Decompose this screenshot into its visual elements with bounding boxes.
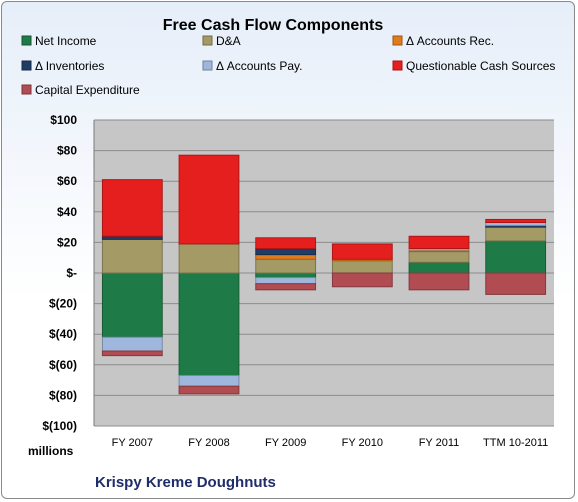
bar-segment	[331, 272, 393, 288]
y-tick-label: $20	[57, 235, 77, 249]
y-tick-label: $100	[50, 113, 77, 127]
y-tick-label: $-	[66, 266, 77, 280]
legend-swatch	[21, 84, 32, 95]
bar-segment	[485, 240, 547, 274]
legend-label: D&A	[216, 34, 241, 48]
x-axis: FY 2007 FY 2008 FY 2009 FY 2010 FY 2011 TTM 1…	[112, 437, 549, 449]
bar-segment	[255, 272, 317, 279]
legend: Net Income D&A Δ Accounts Rec. Δ Inventorie…	[21, 34, 555, 97]
legend-item: Capital Expenditure	[21, 83, 140, 97]
legend-item: Δ Accounts Pay.	[202, 59, 303, 73]
legend-label: Capital Expenditure	[35, 83, 140, 97]
bar-segment	[255, 258, 317, 274]
bar-segment	[101, 336, 163, 352]
legend-swatch	[392, 60, 403, 71]
legend-item: Δ Inventories	[21, 59, 104, 73]
bar-segment	[485, 218, 547, 224]
bar-segment	[178, 375, 240, 387]
bar-segment	[255, 277, 317, 285]
legend-swatch	[21, 60, 32, 71]
bar-segment	[101, 179, 163, 237]
bar-segment	[408, 235, 470, 250]
bar-segment	[178, 154, 240, 245]
x-tick-label: FY 2008	[188, 437, 229, 449]
units-label: millions	[28, 444, 74, 458]
bar-segment	[331, 260, 393, 274]
bar-segment	[485, 226, 547, 242]
legend-label: Δ Accounts Rec.	[406, 34, 494, 48]
y-tick-label: $60	[57, 174, 77, 188]
y-axis: $100 $80 $60 $40 $20 $- $(20) $(40) $(60) $(80) $(…	[42, 113, 95, 433]
legend-swatch	[202, 60, 213, 71]
y-tick-label: $(20)	[49, 297, 77, 311]
y-tick-label: $(40)	[49, 327, 77, 341]
legend-swatch	[202, 35, 213, 46]
x-tick-label: FY 2007	[112, 437, 153, 449]
chart-title: Free Cash Flow Components	[163, 17, 384, 34]
x-tick-label: TTM 10-2011	[483, 437, 548, 449]
legend-label: Net Income	[35, 34, 97, 48]
bar-segment	[101, 272, 163, 338]
bar-segment	[255, 254, 317, 260]
y-tick-label: $80	[57, 144, 77, 158]
bar-segment	[255, 237, 317, 250]
gridlines	[94, 119, 554, 427]
bar-segment	[178, 243, 240, 274]
bar-segment	[101, 238, 163, 274]
legend-item: D&A	[202, 34, 241, 48]
legend-swatch	[392, 35, 403, 46]
bar-segment	[255, 283, 317, 291]
y-tick-label: $(60)	[49, 358, 77, 372]
x-tick-label: FY 2010	[342, 437, 383, 449]
bar-segment	[101, 350, 163, 357]
bar-segment	[255, 248, 317, 256]
legend-item: Δ Accounts Rec.	[392, 34, 494, 48]
bar-segment	[178, 272, 240, 377]
bar-segment	[408, 261, 470, 274]
bar-segment	[331, 243, 393, 260]
legend-item: Questionable Cash Sources	[392, 59, 555, 73]
legend-label: Questionable Cash Sources	[406, 59, 555, 73]
company-name: Krispy Kreme Doughnuts	[95, 474, 276, 491]
y-tick-label: $40	[57, 205, 77, 219]
x-tick-label: FY 2011	[419, 437, 460, 449]
bar-segment	[178, 385, 240, 395]
bar-segment	[408, 272, 470, 291]
legend-swatch	[21, 35, 32, 46]
x-tick-label: FY 2009	[265, 437, 306, 449]
y-tick-label: $(100)	[42, 419, 77, 433]
bar-segment	[408, 251, 470, 263]
legend-item: Net Income	[21, 34, 97, 48]
bar-segment	[485, 272, 547, 295]
bars	[101, 154, 547, 395]
legend-label: Δ Accounts Pay.	[216, 59, 303, 73]
y-tick-label: $(80)	[49, 388, 77, 402]
legend-label: Δ Inventories	[35, 59, 104, 73]
